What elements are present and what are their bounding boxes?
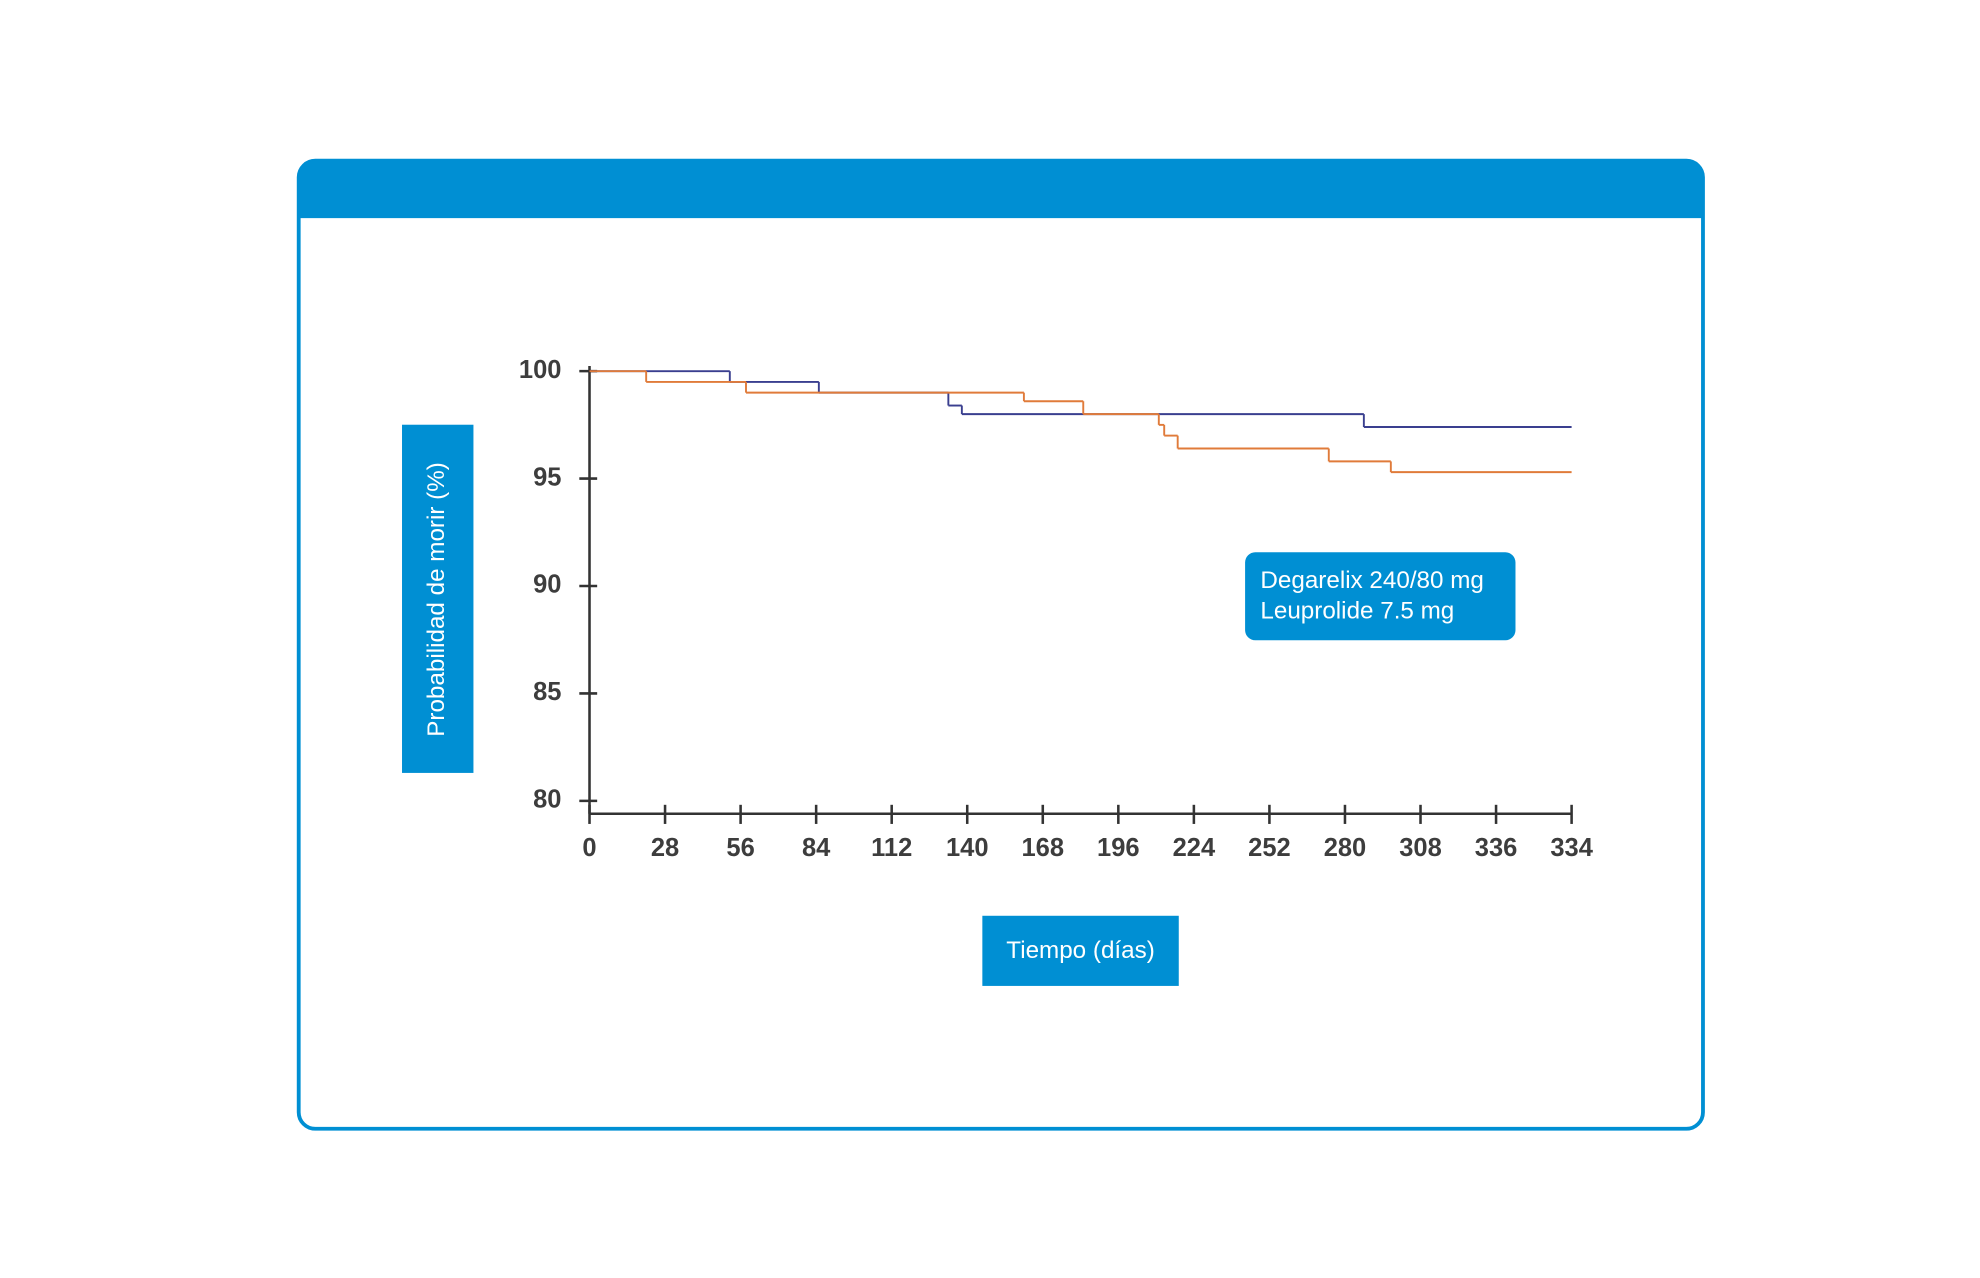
x-tick-label: 140: [946, 834, 989, 862]
x-tick-label: 334: [1550, 834, 1593, 862]
x-tick-label: 280: [1324, 834, 1367, 862]
legend: [1245, 552, 1516, 641]
x-tick-label: 56: [726, 834, 754, 862]
x-tick-label: 112: [871, 834, 912, 862]
x-tick-label: 308: [1399, 834, 1442, 862]
x-tick-label: 196: [1097, 834, 1140, 862]
y-axis-label: Probabilidad de morir (%): [423, 462, 450, 737]
y-tick-label: 90: [533, 571, 561, 599]
x-axis-label: Tiempo (días): [1006, 937, 1155, 964]
y-tick-label: 100: [519, 356, 562, 384]
x-tick-label: 224: [1173, 834, 1216, 862]
legend-entry: Leuprolide 7.5 mg: [1260, 598, 1454, 625]
card-header: [298, 160, 1703, 219]
x-label-box: [982, 915, 1179, 986]
y-tick-label: 95: [533, 463, 561, 491]
y-tick-label: 85: [533, 678, 561, 706]
x-tick-label: 84: [802, 834, 831, 862]
x-tick-label: 28: [651, 834, 679, 862]
x-tick-label: 0: [582, 834, 596, 862]
y-label-box: [402, 424, 474, 773]
x-tick-label: 336: [1475, 834, 1518, 862]
x-tick-label: 252: [1248, 834, 1291, 862]
y-tick-label: 80: [533, 786, 561, 814]
x-tick-label: 168: [1022, 834, 1065, 862]
legend-entry: Degarelix 240/80 mg: [1260, 567, 1483, 594]
